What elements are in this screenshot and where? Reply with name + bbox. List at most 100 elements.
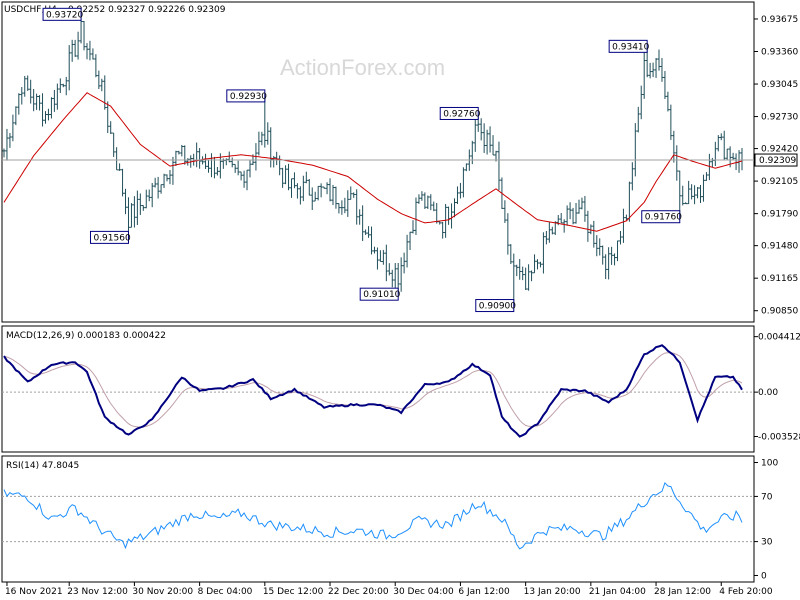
price-bar [657,49,661,71]
price-bar [613,253,617,266]
price-tick-label: 0.93360 [761,48,798,58]
price-bar [678,170,682,217]
price-bar [118,163,122,171]
price-bar [405,234,409,268]
price-tick-label: 0.93045 [761,80,798,90]
price-bar [512,253,516,306]
price-bar [230,157,234,168]
price-bar [144,189,148,209]
price-bar [207,159,211,173]
price-bar [387,263,391,276]
price-bar [633,123,637,177]
price-bar [150,182,154,208]
price-bar [458,182,462,199]
macd-signal-line [3,352,743,428]
price-bar [580,197,584,210]
price-bar [41,93,45,127]
price-bar [227,151,231,163]
price-bar [604,254,608,280]
annotation-label: 0.91560 [93,233,130,243]
price-bar [331,184,335,206]
price-bar [82,21,86,51]
price-bar [381,249,385,265]
price-panel-frame[interactable] [1,1,755,323]
price-bar [399,257,403,292]
price-axis: 0.93675 0.93360 0.93045 0.92730 0.92420 0.921… [754,15,798,317]
price-bar [663,71,667,99]
price-bar [17,93,21,115]
price-bar [693,185,697,205]
price-bar [224,158,228,166]
price-bar [470,140,474,165]
rsi-line [3,481,743,550]
price-bar [595,235,599,257]
price-bar [67,45,71,91]
price-bar [32,88,36,112]
price-bar [491,135,495,156]
price-tick-label: 0.92420 [761,145,798,155]
price-annotation: 0.90900 [475,299,516,313]
rsi-panel-frame[interactable] [1,455,755,583]
price-bar [586,210,590,242]
price-bar [568,202,572,220]
price-bar [654,58,658,78]
price-bar [88,40,92,61]
price-bar [112,132,116,157]
rsi-label: RSI(14) 47.8045 [6,461,79,471]
price-bar [132,196,136,228]
price-bar [361,205,365,242]
price-annotation: 0.93720 [42,7,84,21]
price-bar [681,185,685,206]
price-bar [630,162,634,191]
price-bar [209,153,213,178]
price-bar [174,150,178,166]
price-bar [562,219,566,233]
price-bar [301,175,305,202]
macd-tick-label: 0.004412 [758,333,800,343]
price-bar [713,141,717,167]
price-bar [506,213,510,255]
price-bar [14,106,18,126]
price-bar [2,148,6,158]
rsi-tick-label: 30 [761,538,773,548]
price-bar [260,131,264,146]
price-bar [669,104,673,140]
price-bar [100,78,104,92]
price-bar [106,101,110,134]
price-bar [574,202,578,224]
price-bar [343,197,347,214]
price-bar [378,250,382,262]
price-bar [435,202,439,224]
macd-tick-label: -0.003528 [758,433,800,443]
price-bar [35,93,39,110]
price-bar [503,200,507,223]
price-bar [444,204,448,238]
macd-lines [2,344,754,438]
price-bar [248,159,252,178]
price-bar [266,122,270,145]
time-tick-label: 16 Nov 2021 [5,587,63,597]
price-bar [322,186,326,189]
price-bar [639,85,643,120]
price-bar [177,150,181,155]
price-bar [417,194,421,204]
price-bar [441,221,445,239]
price-bar [553,221,557,235]
price-bar [313,191,317,202]
macd-axis: 0.004412 0.00 -0.003528 [754,333,800,443]
price-bar [740,147,744,171]
price-bar [26,75,30,91]
price-bar [479,118,483,141]
price-tick-label: 0.91480 [761,242,798,252]
price-bar [660,57,664,82]
price-bar [598,238,602,256]
time-axis: 16 Nov 2021 23 Nov 12:00 30 Nov 20:00 8 Dec… [5,582,773,597]
macd-panel-frame[interactable] [1,325,755,453]
price-bar [509,244,513,265]
price-bar [245,169,249,191]
price-bar [307,178,311,196]
time-tick-label: 13 Jan 20:00 [524,587,581,597]
annotation-label: 0.93720 [46,10,83,20]
price-bar [547,221,551,243]
